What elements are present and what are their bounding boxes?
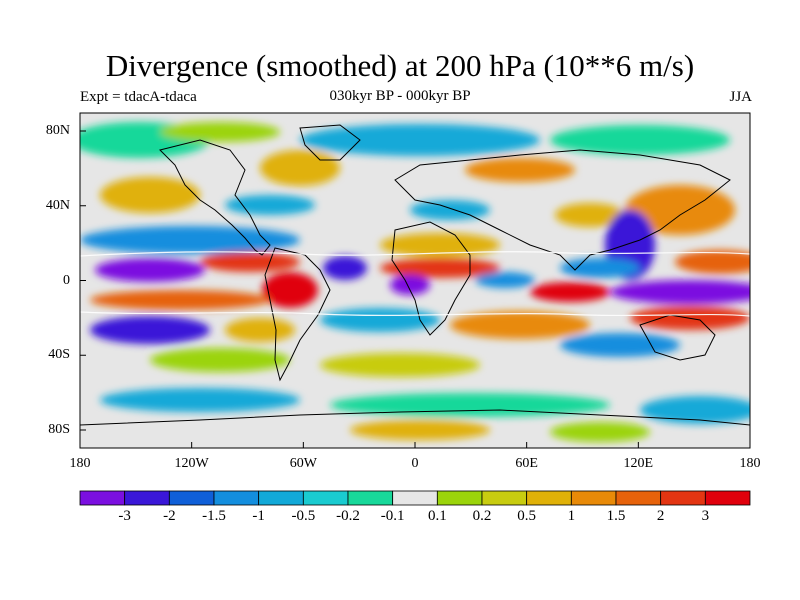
- colorbar-swatch: [660, 490, 706, 506]
- field-blob: [262, 272, 318, 308]
- greenland-outline: [299, 124, 361, 161]
- coastlines: [80, 124, 750, 426]
- colorbar-swatch: [570, 490, 617, 506]
- field-layer: [80, 113, 750, 448]
- australia-outline: [639, 314, 716, 361]
- colorbar-swatch: [481, 490, 528, 506]
- axis-ticks: [79, 130, 751, 448]
- season-label: JJA: [729, 89, 752, 105]
- field-blob: [100, 388, 300, 412]
- colorbar-label: -3: [118, 508, 131, 524]
- field-blob: [380, 233, 500, 257]
- lon-tick-label: 60E: [515, 456, 538, 471]
- colorbar-swatch: [615, 490, 662, 506]
- field-blob: [95, 258, 205, 282]
- field-blob: [550, 125, 730, 155]
- field-blob: [410, 200, 490, 220]
- colorbar-label: 1: [567, 508, 576, 524]
- field-blob: [350, 420, 490, 440]
- colorbar-label: -1.5: [202, 508, 226, 524]
- field-blob: [225, 195, 315, 215]
- field-blob: [150, 348, 290, 372]
- colorbar-label: 1.5: [606, 508, 626, 524]
- colorbar-label: 0.1: [427, 508, 447, 524]
- colorbar-swatch: [258, 490, 304, 506]
- lat-tick-label: 40N: [45, 197, 70, 213]
- field-blob: [100, 177, 200, 213]
- colorbar-swatch: [302, 490, 349, 506]
- colorbar-swatch: [436, 490, 483, 506]
- africa-outline: [391, 221, 471, 336]
- colorbar-label: -0.2: [336, 508, 360, 524]
- colorbar-label: -0.1: [380, 508, 405, 524]
- lon-tick-label: 60W: [289, 456, 317, 471]
- lat-tick-label: 40S: [48, 347, 70, 363]
- field-blob: [330, 393, 610, 417]
- field-blob: [555, 203, 625, 227]
- colorbar-label: -2: [163, 508, 176, 524]
- period-label: 030kyr BP - 000kyr BP: [329, 88, 471, 104]
- zero-contours: [80, 251, 750, 317]
- field-blob: [675, 250, 750, 274]
- colorbar: [79, 490, 751, 506]
- north-america-outline: [159, 139, 271, 256]
- field-blob: [465, 158, 575, 182]
- plot-title: Divergence (smoothed) at 200 hPa (10**6 …: [105, 48, 695, 83]
- field-blob: [90, 290, 270, 310]
- lon-tick-label: 0: [411, 456, 419, 471]
- field-blob: [225, 318, 295, 342]
- colorbar-swatch: [213, 490, 260, 506]
- field-blob: [640, 396, 750, 424]
- colorbar-label: -0.5: [291, 508, 316, 524]
- lon-tick-label: 180: [739, 456, 761, 471]
- colorbar-swatch: [704, 490, 751, 506]
- lon-tick-label: 180: [69, 456, 91, 471]
- colorbar-label: 0.2: [472, 508, 492, 524]
- colorbar-swatch: [124, 490, 170, 506]
- colorbar-label: 0.5: [517, 508, 537, 524]
- field-blob: [530, 282, 610, 302]
- field-blob: [80, 226, 300, 254]
- colorbar-label: 3: [701, 508, 710, 524]
- field-blob: [475, 272, 535, 288]
- lon-tick-label: 120W: [174, 456, 209, 471]
- colorbar-swatch: [526, 490, 572, 506]
- lat-tick-label: 80N: [45, 123, 70, 138]
- field-blob: [560, 333, 680, 357]
- lon-tick-label: 120E: [623, 456, 654, 471]
- field-blob: [320, 308, 440, 332]
- field-blob: [200, 252, 300, 272]
- colorbar-swatch: [168, 490, 215, 506]
- experiment-label: Expt = tdacA-tdaca: [80, 89, 197, 105]
- field-blob: [323, 256, 367, 280]
- contour-line: [80, 311, 750, 317]
- field-blob: [450, 311, 590, 339]
- colorbar-swatch: [392, 490, 438, 506]
- field-blob: [260, 150, 340, 186]
- colorbar-label: 2: [656, 508, 665, 524]
- eurasia-outline: [394, 149, 731, 271]
- south-america-outline: [264, 247, 331, 382]
- field-blob: [550, 422, 650, 442]
- field-blob: [560, 258, 640, 278]
- field-blob: [320, 353, 480, 377]
- colorbar-swatch: [79, 490, 126, 506]
- field-blob: [300, 124, 540, 156]
- field-blob: [390, 275, 430, 295]
- field-blob: [610, 280, 750, 304]
- lat-tick-label: 0: [63, 272, 70, 288]
- antarctica-outline: [80, 409, 750, 426]
- colorbar-swatch: [347, 490, 394, 506]
- contour-line: [80, 251, 750, 257]
- colorbar-label: -1: [252, 508, 265, 524]
- field-blob: [160, 122, 280, 142]
- lat-tick-label: 80S: [48, 422, 70, 437]
- field-blob: [90, 316, 210, 344]
